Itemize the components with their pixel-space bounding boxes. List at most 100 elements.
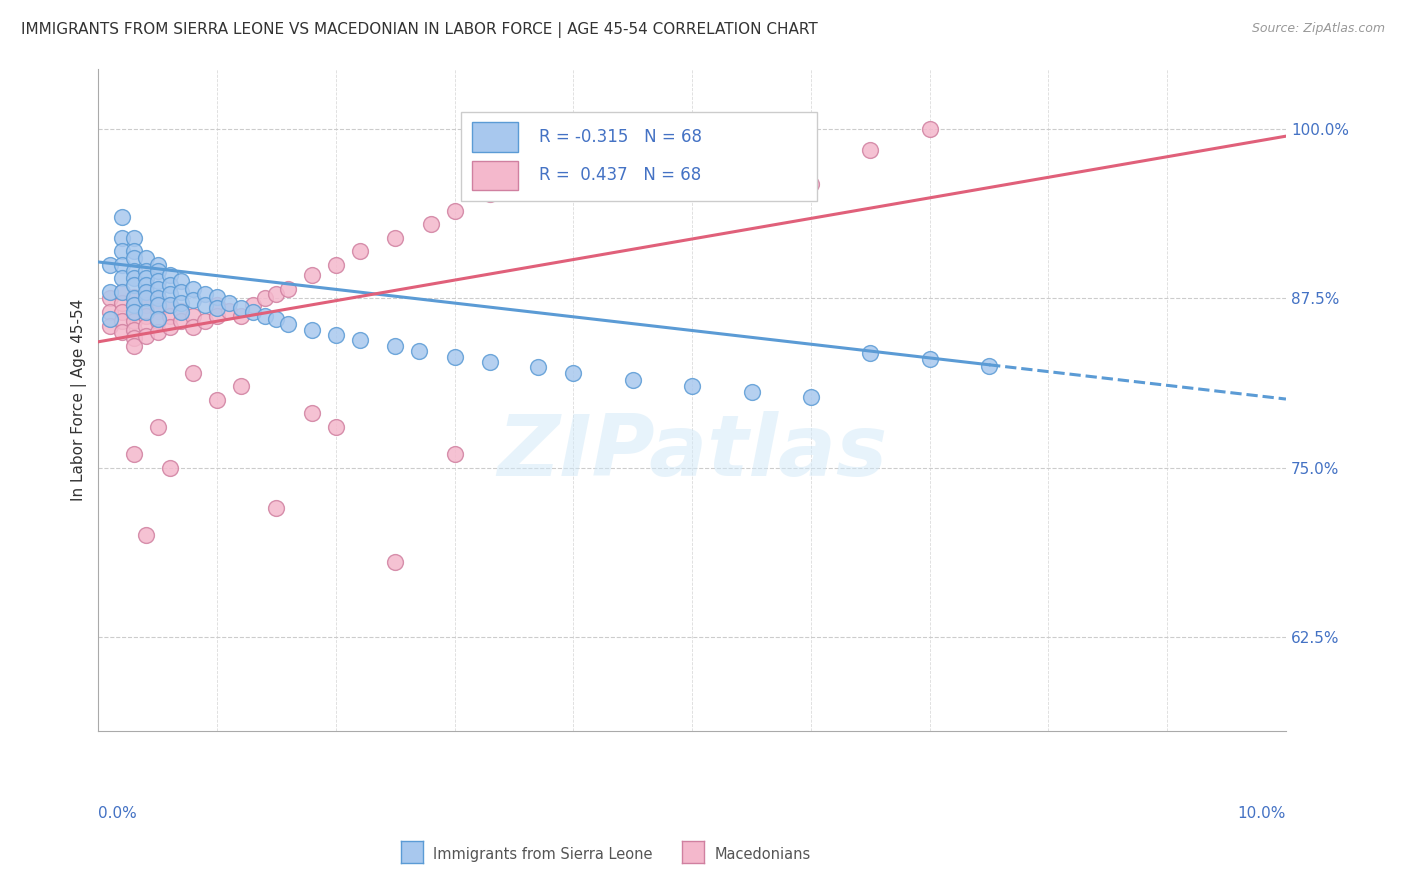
Point xyxy=(122,331,145,345)
Point xyxy=(159,287,181,301)
Point xyxy=(122,292,145,306)
Point xyxy=(146,303,169,318)
Point xyxy=(229,309,252,323)
Text: Source: ZipAtlas.com: Source: ZipAtlas.com xyxy=(1251,22,1385,36)
Point xyxy=(98,285,121,299)
Point xyxy=(111,305,134,319)
Point xyxy=(562,161,585,175)
Point xyxy=(122,244,145,259)
Point xyxy=(111,244,134,259)
Point xyxy=(681,379,703,393)
FancyBboxPatch shape xyxy=(461,112,817,201)
Point xyxy=(159,319,181,334)
Text: R = -0.315   N = 68: R = -0.315 N = 68 xyxy=(538,128,702,146)
Point xyxy=(111,285,134,299)
Point xyxy=(146,326,169,340)
Point xyxy=(325,420,347,434)
Point xyxy=(159,298,181,312)
Point xyxy=(159,268,181,283)
Point xyxy=(170,285,193,299)
Point xyxy=(111,271,134,285)
Point xyxy=(800,390,823,404)
Point xyxy=(111,295,134,310)
Point xyxy=(218,303,240,318)
Point xyxy=(741,384,763,399)
Point xyxy=(122,251,145,265)
Point xyxy=(183,282,205,296)
Point xyxy=(183,319,205,334)
Text: 10.0%: 10.0% xyxy=(1237,805,1286,821)
Point xyxy=(349,244,371,259)
Point xyxy=(98,318,121,333)
Point xyxy=(479,187,502,202)
Point xyxy=(229,379,252,393)
Point xyxy=(183,293,205,307)
Point xyxy=(135,305,157,319)
Point xyxy=(98,311,121,326)
Point xyxy=(122,264,145,278)
Point xyxy=(122,271,145,285)
Point xyxy=(122,290,145,304)
Point xyxy=(443,447,465,461)
Point xyxy=(135,292,157,306)
Point xyxy=(229,301,252,315)
Point xyxy=(170,295,193,310)
Point xyxy=(205,392,228,407)
Point xyxy=(515,174,537,188)
Point xyxy=(122,230,145,244)
Point xyxy=(111,230,134,244)
Point xyxy=(98,305,121,319)
Point xyxy=(146,258,169,272)
Point xyxy=(146,274,169,288)
Point xyxy=(122,339,145,353)
Point xyxy=(146,314,169,328)
Point xyxy=(159,298,181,312)
Point xyxy=(301,268,323,283)
Point xyxy=(205,290,228,304)
Point xyxy=(146,311,169,326)
Point xyxy=(111,314,134,328)
Point xyxy=(277,317,299,331)
Point xyxy=(135,287,157,301)
Point xyxy=(443,203,465,218)
Point xyxy=(562,366,585,380)
Point xyxy=(859,143,882,157)
Point xyxy=(122,306,145,320)
Point xyxy=(159,277,181,292)
Point xyxy=(301,407,323,421)
Point xyxy=(194,298,217,312)
Point xyxy=(159,460,181,475)
Point xyxy=(122,314,145,328)
Point xyxy=(146,282,169,296)
Point xyxy=(135,251,157,265)
Point xyxy=(266,311,288,326)
Point xyxy=(621,373,644,387)
Point xyxy=(135,271,157,285)
Text: ZIPatlas: ZIPatlas xyxy=(498,411,887,494)
Bar xyxy=(472,122,517,152)
Point xyxy=(194,287,217,301)
Point xyxy=(194,314,217,328)
Point xyxy=(135,329,157,343)
Point xyxy=(205,298,228,312)
Point xyxy=(598,146,620,161)
Point xyxy=(384,230,406,244)
Point xyxy=(146,298,169,312)
Point xyxy=(325,258,347,272)
Point xyxy=(859,345,882,359)
Point xyxy=(170,303,193,318)
Point xyxy=(170,274,193,288)
Point xyxy=(122,305,145,319)
Point xyxy=(408,344,430,359)
Point xyxy=(266,287,288,301)
Point xyxy=(135,298,157,312)
Point xyxy=(526,360,548,375)
Point xyxy=(419,217,441,231)
Point xyxy=(170,305,193,319)
Point xyxy=(135,285,157,299)
Point xyxy=(98,292,121,306)
Point xyxy=(146,293,169,307)
Point xyxy=(205,301,228,315)
Point xyxy=(183,309,205,323)
Point xyxy=(349,334,371,348)
